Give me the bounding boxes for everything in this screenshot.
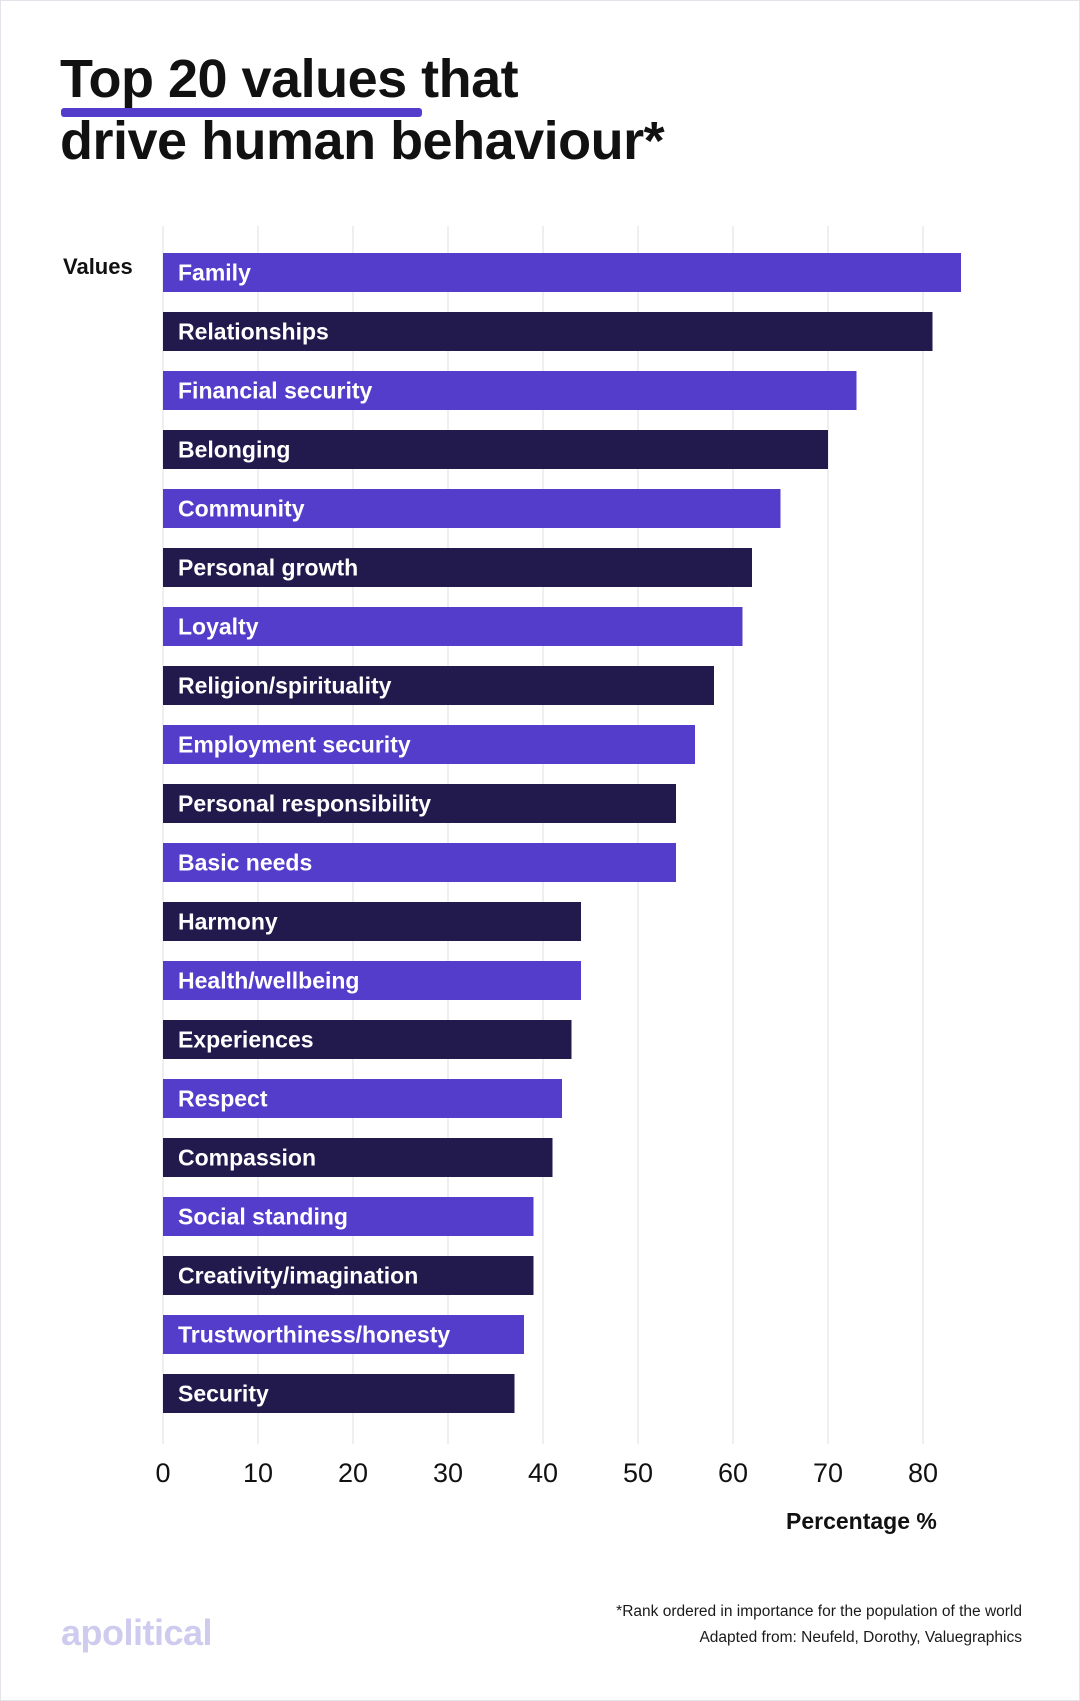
- x-tick-label-0: 0: [155, 1458, 170, 1488]
- bar-label-4: Belonging: [178, 437, 290, 463]
- bar-20: [163, 1374, 515, 1413]
- bar-1: [163, 253, 961, 292]
- bar-11: [163, 843, 676, 882]
- bar-label-20: Security: [178, 1381, 269, 1407]
- bar-label-13: Health/wellbeing: [178, 968, 359, 994]
- bar-5: [163, 489, 781, 528]
- bar-13: [163, 961, 581, 1000]
- bar-16: [163, 1138, 553, 1177]
- bar-label-7: Loyalty: [178, 614, 259, 640]
- bar-15: [163, 1079, 562, 1118]
- chart-title: Top 20 values that drive human behaviour…: [60, 48, 665, 172]
- bar-label-1: Family: [178, 260, 251, 286]
- bar-10: [163, 784, 676, 823]
- bar-2: [163, 312, 933, 351]
- bar-label-12: Harmony: [178, 909, 278, 935]
- bar-label-5: Community: [178, 496, 305, 522]
- bar-6: [163, 548, 752, 587]
- bar-label-19: Trustworthiness/honesty: [178, 1322, 450, 1348]
- bar-label-9: Employment security: [178, 732, 411, 758]
- bar-label-8: Religion/spirituality: [178, 673, 392, 699]
- bar-label-16: Compassion: [178, 1145, 316, 1171]
- x-tick-label-80: 80: [908, 1458, 938, 1488]
- footnote-rank-note: *Rank ordered in importance for the popu…: [616, 1603, 1022, 1620]
- bar-label-17: Social standing: [178, 1204, 348, 1230]
- bar-3: [163, 371, 857, 410]
- x-tick-label-60: 60: [718, 1458, 748, 1488]
- bar-14: [163, 1020, 572, 1059]
- x-tick-label-40: 40: [528, 1458, 558, 1488]
- bar-label-15: Respect: [178, 1086, 268, 1112]
- bar-7: [163, 607, 743, 646]
- bar-label-14: Experiences: [178, 1027, 314, 1053]
- bar-4: [163, 430, 828, 469]
- x-tick-label-20: 20: [338, 1458, 368, 1488]
- bar-label-10: Personal responsibility: [178, 791, 431, 817]
- title-underline: [61, 108, 422, 117]
- bar-9: [163, 725, 695, 764]
- x-tick-label-30: 30: [433, 1458, 463, 1488]
- bar-12: [163, 902, 581, 941]
- bar-17: [163, 1197, 534, 1236]
- footnote: *Rank ordered in importance for the popu…: [616, 1599, 1022, 1651]
- y-axis-title: Values: [63, 254, 133, 279]
- x-axis-title: Percentage %: [786, 1508, 937, 1534]
- x-tick-label-50: 50: [623, 1458, 653, 1488]
- bar-8: [163, 666, 714, 705]
- bar-label-3: Financial security: [178, 378, 373, 404]
- bar-18: [163, 1256, 534, 1295]
- chart-title-line-2: drive human behaviour*: [60, 111, 665, 171]
- x-tick-label-70: 70: [813, 1458, 843, 1488]
- bar-label-2: Relationships: [178, 319, 329, 345]
- apolitical-logo: apolitical: [61, 1612, 213, 1653]
- chart-title-line-1: Top 20 values that: [60, 49, 519, 109]
- bar-label-11: Basic needs: [178, 850, 312, 876]
- bar-19: [163, 1315, 524, 1354]
- footnote-source: Adapted from: Neufeld, Dorothy, Valuegra…: [699, 1629, 1022, 1646]
- bar-label-6: Personal growth: [178, 555, 358, 581]
- x-tick-label-10: 10: [243, 1458, 273, 1488]
- bar-label-18: Creativity/imagination: [178, 1263, 418, 1289]
